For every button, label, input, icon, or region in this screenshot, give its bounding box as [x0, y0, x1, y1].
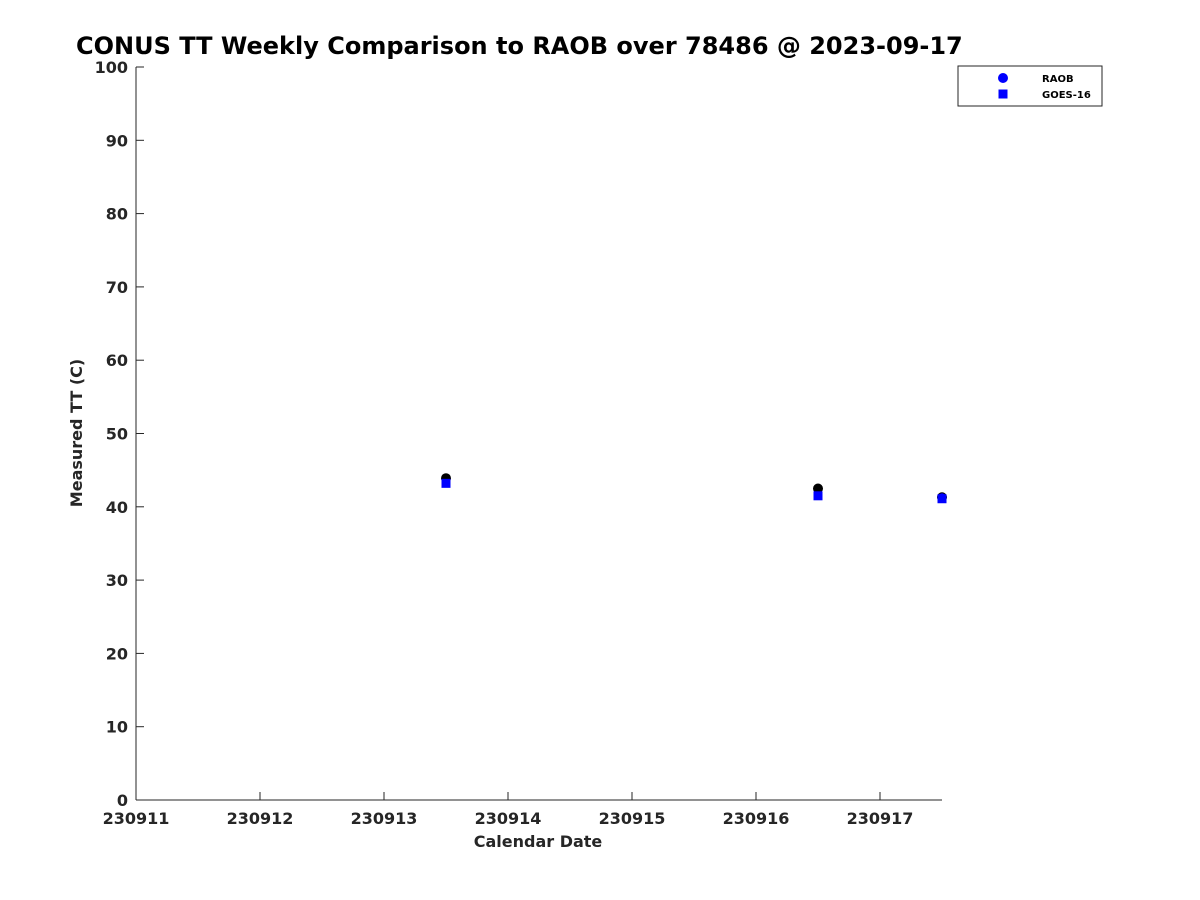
y-axis-label: Measured TT (C)	[67, 359, 86, 507]
y-tick-label: 100	[95, 58, 128, 77]
y-tick-label: 90	[106, 131, 128, 150]
raob-point-overlay	[938, 493, 946, 501]
y-tick-label: 50	[106, 425, 128, 444]
x-tick-label: 230915	[599, 809, 666, 828]
legend-raob-label: RAOB	[1042, 74, 1074, 85]
x-tick-label: 230912	[227, 809, 294, 828]
legend-box	[957, 65, 1103, 107]
legend-goes16-marker	[998, 89, 1008, 99]
y-tick-label: 60	[106, 351, 128, 370]
legend: RAOB GOES-16	[957, 65, 1103, 107]
x-tick-label: 230916	[723, 809, 790, 828]
legend-raob-marker	[998, 73, 1008, 83]
legend-goes16-label: GOES-16	[1042, 90, 1091, 101]
y-tick-label: 80	[106, 205, 128, 224]
x-tick-label: 230917	[847, 809, 914, 828]
axes: 0 10 20 30 40 50 60 70 80 90 100 230911 230912 230913…	[95, 58, 942, 828]
x-tick-label: 230911	[103, 809, 170, 828]
y-tick-label: 30	[106, 571, 128, 590]
y-tick-label: 0	[117, 791, 128, 810]
chart-title: CONUS TT Weekly Comparison to RAOB over …	[76, 32, 963, 60]
goes16-point	[441, 478, 451, 488]
y-tick-label: 40	[106, 498, 128, 517]
y-tick-label: 10	[106, 718, 128, 737]
goes16-point	[813, 491, 823, 501]
x-tick-label: 230914	[475, 809, 542, 828]
y-tick-label: 20	[106, 644, 128, 663]
x-tick-label: 230913	[351, 809, 418, 828]
data-marks	[441, 473, 947, 504]
y-tick-label: 70	[106, 278, 128, 297]
x-axis-label: Calendar Date	[474, 832, 603, 851]
